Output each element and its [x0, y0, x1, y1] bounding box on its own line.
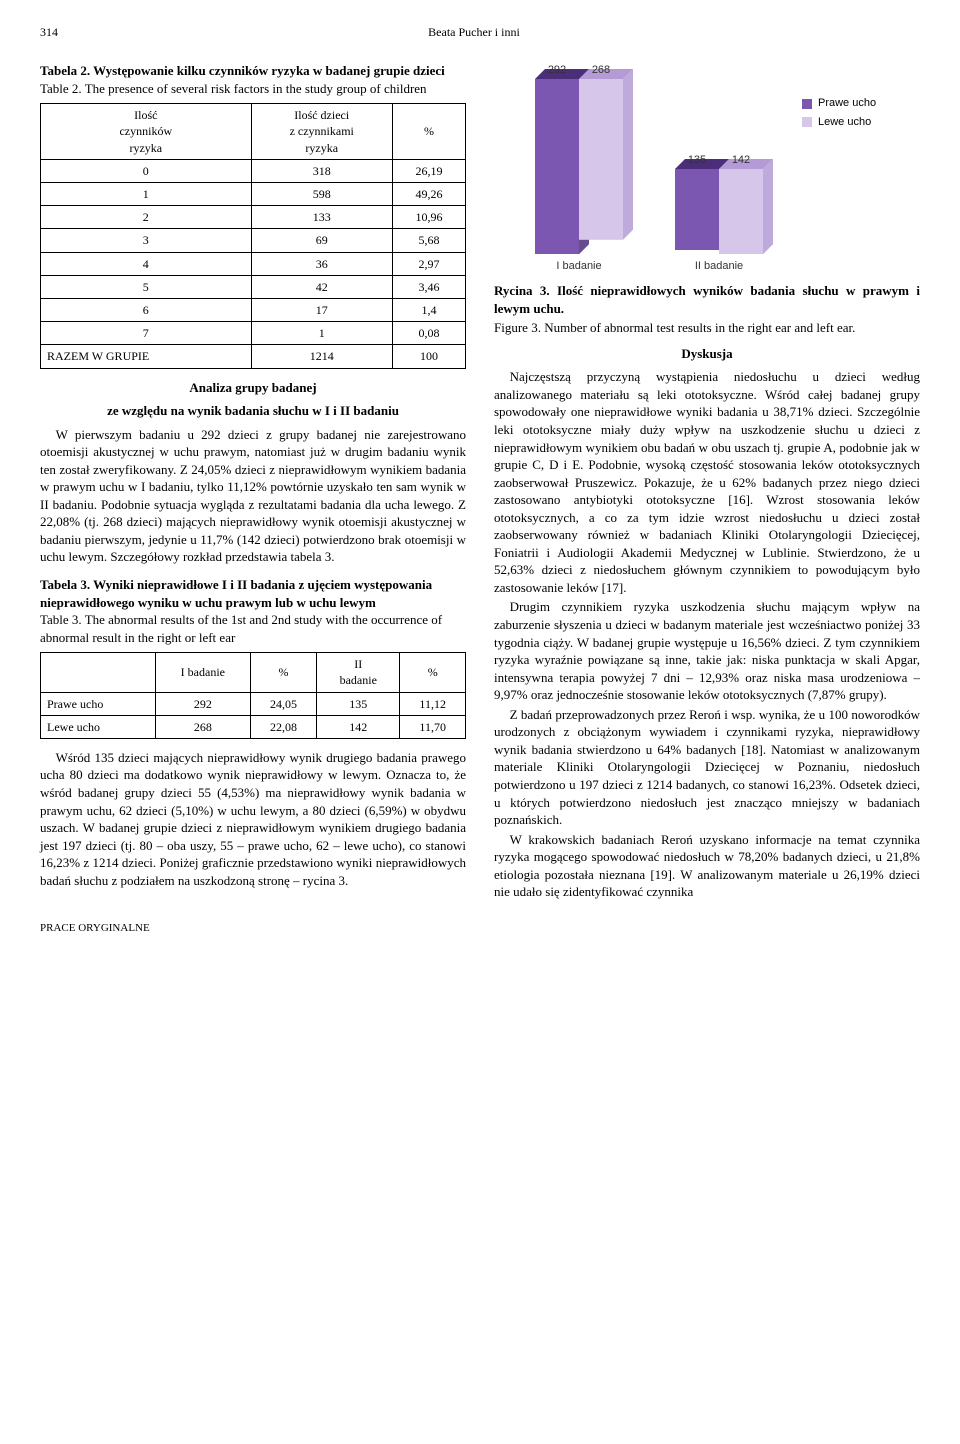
left-para1: W pierwszym badaniu u 292 dzieci z grupy… — [40, 426, 466, 566]
table3-cell: 268 — [155, 715, 250, 738]
table2-h3: % — [392, 104, 465, 160]
discussion-title: Dyskusja — [494, 345, 920, 363]
running-title: Beata Pucher i inni — [58, 24, 890, 40]
table2-cell: RAZEM W GRUPIE — [41, 345, 252, 368]
table2-caption-en: Table 2. The presence of several risk fa… — [40, 80, 466, 98]
figure3-caption-en: Figure 3. Number of abnormal test result… — [494, 319, 920, 337]
table3-cell: Lewe ucho — [41, 715, 156, 738]
table2-cell: 598 — [251, 183, 392, 206]
table2-cell: 49,26 — [392, 183, 465, 206]
legend-label: Lewe ucho — [818, 115, 871, 130]
chart-bar-label: 142 — [719, 153, 763, 168]
table3-caption-pl: Tabela 3. Wyniki nieprawidłowe I i II ba… — [40, 576, 466, 611]
table2-h1: Ilość czynników ryzyka — [41, 104, 252, 160]
figure3-chart: I badanie 292268 II badanie 135142 Prawe uc… — [494, 56, 920, 276]
page-number: 314 — [40, 24, 58, 40]
table2-cell: 5,68 — [392, 229, 465, 252]
table3-cell: 11,12 — [400, 692, 466, 715]
table3-h0 — [41, 653, 156, 692]
table3-caption-en: Table 3. The abnormal results of the 1st… — [40, 611, 466, 646]
running-header: 314 Beata Pucher i inni — [40, 24, 920, 40]
table2-cell: 133 — [251, 206, 392, 229]
table3-h1: I badanie — [155, 653, 250, 692]
right-column: I badanie 292268 II badanie 135142 Prawe uc… — [494, 56, 920, 903]
table2-cell: 100 — [392, 345, 465, 368]
table2-cell: 1 — [251, 322, 392, 345]
chart-bar: 142 — [719, 169, 763, 254]
table2-cell: 2 — [41, 206, 252, 229]
table2-cell: 26,19 — [392, 159, 465, 182]
legend-item: Lewe ucho — [802, 115, 876, 130]
table2-cell: 7 — [41, 322, 252, 345]
table2-cell: 17 — [251, 298, 392, 321]
analysis-subtitle: ze względu na wynik badania słuchu w I i… — [40, 402, 466, 420]
left-para2: Wśród 135 dzieci mających nieprawidłowy … — [40, 749, 466, 889]
discussion-p4: W krakowskich badaniach Reroń uzyskano i… — [494, 831, 920, 901]
table3-cell: 24,05 — [250, 692, 316, 715]
table2-cell: 318 — [251, 159, 392, 182]
analysis-title: Analiza grupy badanej — [40, 379, 466, 397]
discussion-p2: Drugim czynnikiem ryzyka uszkodzenia słu… — [494, 598, 920, 703]
discussion-p1: Najczęstszą przyczyną wystąpienia niedos… — [494, 368, 920, 596]
table3-h2: % — [250, 653, 316, 692]
chart-bar: 135 — [675, 169, 719, 250]
table2-cell: 42 — [251, 275, 392, 298]
figure3-caption-pl: Rycina 3. Ilość nieprawidłowych wyników … — [494, 282, 920, 317]
table2-caption-pl: Tabela 2. Występowanie kilku czynników r… — [40, 62, 466, 80]
table2-cell: 4 — [41, 252, 252, 275]
legend-item: Prawe ucho — [802, 96, 876, 111]
table2-cell: 10,96 — [392, 206, 465, 229]
table3-cell: 292 — [155, 692, 250, 715]
table2-cell: 5 — [41, 275, 252, 298]
table2-cell: 1 — [41, 183, 252, 206]
table2-cell: 69 — [251, 229, 392, 252]
left-column: Tabela 2. Występowanie kilku czynników r… — [40, 56, 466, 903]
chart-bar: 292 — [535, 79, 579, 254]
table2-cell: 0 — [41, 159, 252, 182]
table2: Ilość czynników ryzyka Ilość dzieci z cz… — [40, 103, 466, 368]
legend-swatch — [802, 99, 812, 109]
table3-h4: % — [400, 653, 466, 692]
legend-swatch — [802, 117, 812, 127]
table3-cell: 11,70 — [400, 715, 466, 738]
table2-cell: 3,46 — [392, 275, 465, 298]
table2-cell: 2,97 — [392, 252, 465, 275]
table3: I badanie % II badanie % Prawe ucho29224… — [40, 652, 466, 739]
chart-axis-label: II badanie — [664, 259, 774, 274]
table3-cell: 135 — [317, 692, 400, 715]
chart-legend: Prawe ucho Lewe ucho — [802, 96, 876, 134]
table2-h2: Ilość dzieci z czynnikami ryzyka — [251, 104, 392, 160]
legend-label: Prawe ucho — [818, 96, 876, 111]
discussion-p3: Z badań przeprowadzonych przez Reroń i w… — [494, 706, 920, 829]
table3-cell: Prawe ucho — [41, 692, 156, 715]
table2-cell: 6 — [41, 298, 252, 321]
table2-cell: 36 — [251, 252, 392, 275]
table3-h3: II badanie — [317, 653, 400, 692]
table2-cell: 1214 — [251, 345, 392, 368]
table3-cell: 142 — [317, 715, 400, 738]
chart-axis-label: I badanie — [524, 259, 634, 274]
chart-bar: 268 — [579, 79, 623, 240]
footer: PRACE ORYGINALNE — [40, 921, 920, 936]
chart-bar-label: 268 — [579, 63, 623, 78]
table2-cell: 1,4 — [392, 298, 465, 321]
table2-cell: 3 — [41, 229, 252, 252]
table2-cell: 0,08 — [392, 322, 465, 345]
chart-bar-label: 292 — [535, 63, 579, 78]
chart-bar-label: 135 — [675, 153, 719, 168]
table3-cell: 22,08 — [250, 715, 316, 738]
